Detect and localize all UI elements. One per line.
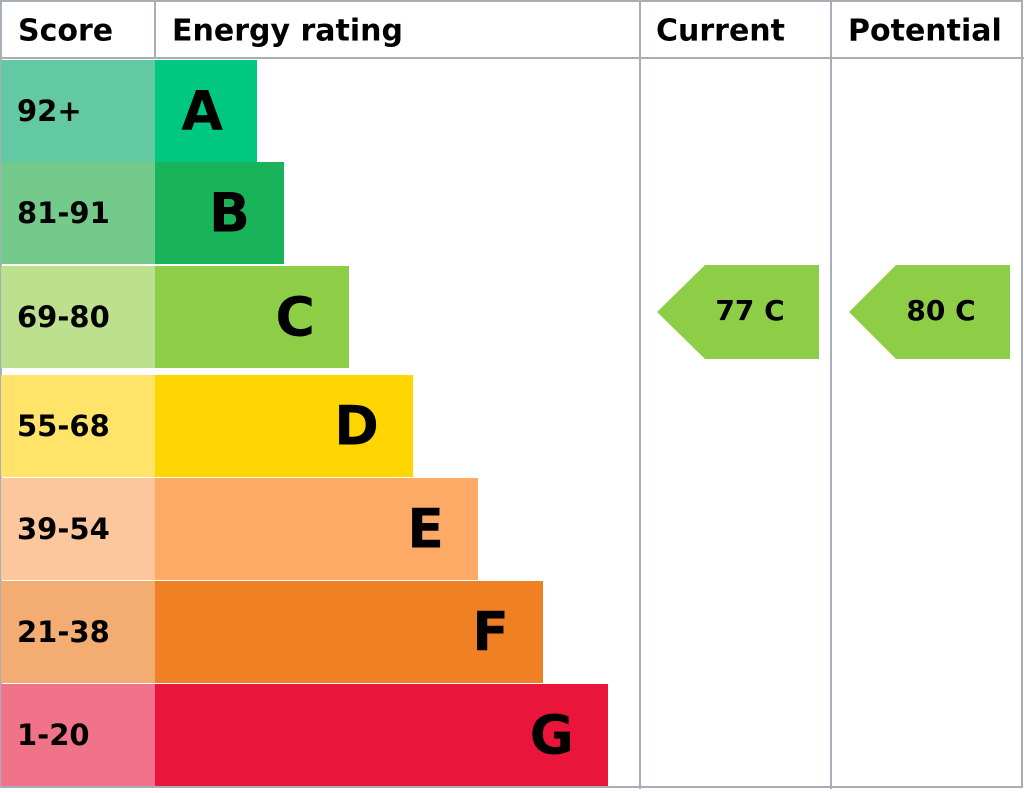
score-cell [1,60,155,162]
potential-rating: 80 C [906,294,975,327]
score-range: 81-91 [17,196,110,230]
score-cell [1,162,155,264]
score-cell [1,375,155,477]
score-cell [1,478,155,580]
header-energy-rating: Energy rating [172,14,403,49]
score-cell [1,266,155,368]
header-score: Score [18,14,113,49]
band-letter: E [407,498,444,561]
band-bar [155,162,284,264]
band-letter: D [334,395,379,458]
band-bar [155,266,349,368]
band-bar [155,581,543,683]
band-letter: C [275,286,315,349]
score-range: 55-68 [17,409,110,443]
potential-arrow [849,265,1010,359]
header-potential: Potential [848,14,1002,49]
band-letter: F [472,601,509,664]
score-range: 92+ [17,94,82,128]
header-current: Current [656,14,785,49]
band-bar [155,478,478,580]
score-range: 39-54 [17,512,110,546]
current-rating: 77 C [715,294,784,327]
band-bar [155,375,413,477]
rating-rows: 92+ A 81-91 B 69-80 C 55-68 D 39-54 E 21-38 F 1-20 G [1,60,608,786]
current-arrow [657,265,819,359]
score-range: 1-20 [17,718,90,752]
score-cell [1,581,155,683]
band-bar [155,60,257,162]
band-letter: A [181,80,223,143]
band-letter: B [209,182,250,245]
score-range: 69-80 [17,300,110,334]
score-cell [1,684,155,786]
band-letter: G [530,704,574,767]
score-range: 21-38 [17,615,110,649]
band-bar [155,684,608,786]
